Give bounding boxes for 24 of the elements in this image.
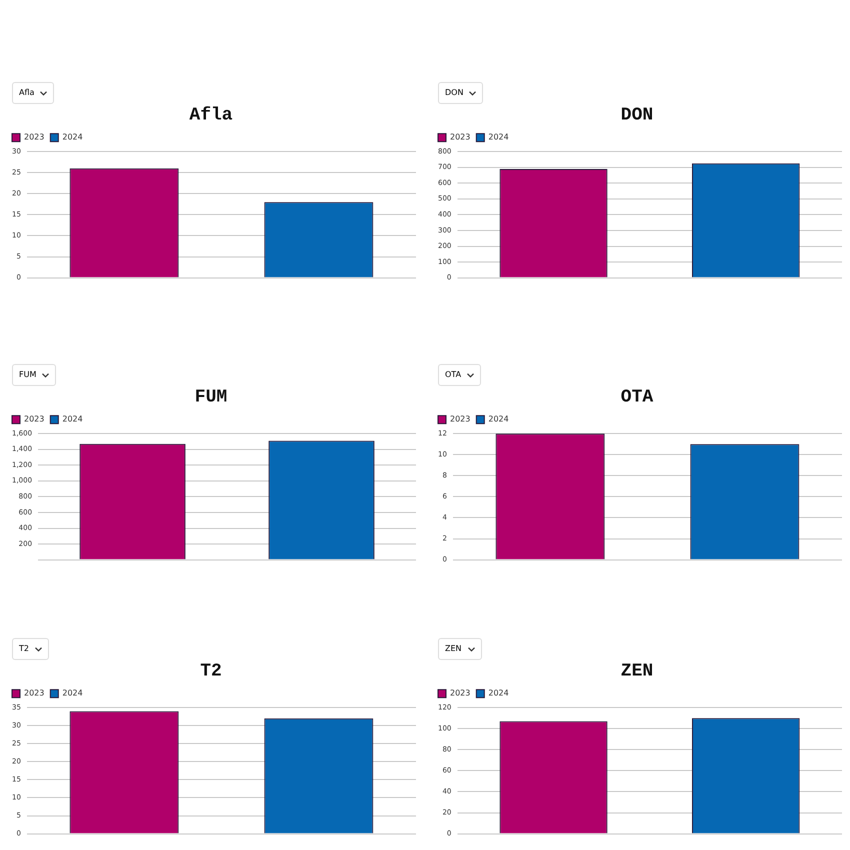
legend-label: 2023 (24, 414, 44, 424)
legend-label: 2024 (488, 132, 509, 142)
legend-label: 2023 (450, 414, 470, 424)
chart-title: ZEN (620, 661, 654, 682)
legend-label: 2023 (450, 688, 470, 698)
dropdown-field: T2 (12, 638, 49, 660)
legend-label: 2024 (488, 688, 509, 698)
dropdown-field: DON (438, 82, 484, 104)
dropdown-field: ZEN (438, 638, 482, 660)
chart-title: OTA (620, 387, 654, 408)
legend-label: 2024 (62, 688, 83, 698)
legend-label: 2024 (62, 414, 83, 424)
chart-title: DON (620, 105, 654, 126)
dropdown-field: OTA (438, 364, 482, 386)
legend-label: 2023 (24, 132, 44, 142)
chart-title: Afla (189, 105, 233, 126)
legend-label: 2024 (62, 132, 83, 142)
dropdown-field: FUM (12, 364, 56, 386)
chart-title: FUM (194, 387, 228, 408)
legend-label: 2024 (488, 414, 509, 424)
chart-title: T2 (200, 661, 222, 682)
legend-label: 2023 (450, 132, 470, 142)
legend-label: 2023 (24, 688, 44, 698)
dropdown-field: Afla (12, 82, 54, 104)
